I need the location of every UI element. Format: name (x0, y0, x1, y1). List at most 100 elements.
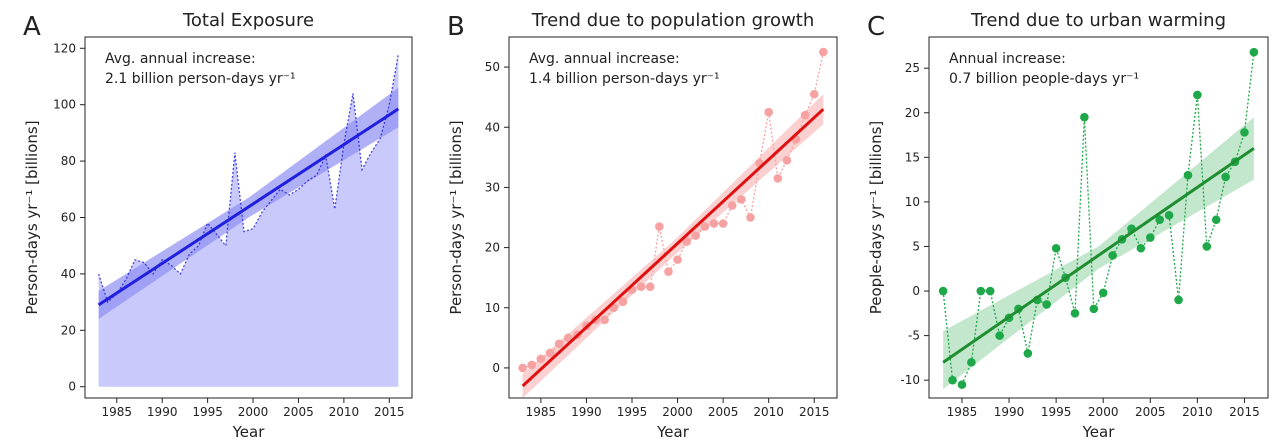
data-point (636, 282, 646, 291)
data-point (727, 201, 737, 210)
y-tick-label: 0 (912, 284, 920, 298)
x-tick-label: 2010 (329, 405, 360, 419)
y-tick-label: 50 (485, 60, 500, 74)
data-point (700, 222, 710, 231)
data-point (1174, 295, 1183, 305)
data-point (737, 195, 746, 204)
x-tick-label: 1995 (1041, 405, 1072, 419)
data-point (746, 213, 755, 222)
y-tick-label: 0 (492, 361, 500, 375)
y-tick-label: 60 (61, 211, 76, 225)
data-point (957, 380, 967, 389)
data-point (1051, 243, 1061, 253)
data-point (518, 363, 527, 373)
y-tick-label: 5 (912, 239, 920, 253)
data-point (1145, 233, 1155, 242)
data-point (1221, 172, 1230, 182)
series-line (522, 51, 824, 369)
x-tick-label: 1990 (571, 405, 602, 419)
annotation-line: 1.4 billion person-days yr⁻¹ (529, 71, 720, 87)
x-tick-label: 1985 (947, 405, 978, 419)
chart-panel-a: A Total Exposure 1985 1990 1995 2000 2005 2010 2… (23, 10, 413, 441)
data-point (1136, 243, 1146, 253)
y-tick-label: 40 (485, 120, 500, 134)
data-point (527, 360, 537, 370)
y-axis-label: Person-days yr⁻¹ [billions] (447, 120, 465, 314)
series-line (942, 52, 1255, 386)
data-point (1108, 251, 1117, 260)
y-tick-label: 10 (485, 301, 500, 315)
y-tick-label: 80 (61, 154, 76, 168)
x-tick-label: 2005 (283, 405, 314, 419)
x-tick-label: 2010 (1182, 405, 1213, 419)
data-point (1183, 170, 1193, 180)
chart-title: Trend due to population growth (531, 10, 815, 31)
annotation-line: Avg. annual increase: (105, 51, 256, 67)
y-tick-label: -5 (908, 329, 920, 343)
data-point (800, 110, 810, 120)
confidence-band (98, 87, 399, 320)
x-tick-label: 2010 (753, 405, 784, 419)
data-point (554, 339, 564, 349)
data-point (682, 237, 691, 246)
data-point (782, 156, 792, 165)
y-axis-label: People-days yr⁻¹ [billions] (867, 121, 885, 315)
panel-letter: C (867, 12, 885, 42)
data-point (709, 219, 719, 228)
data-point (1155, 215, 1165, 225)
panel-letter: B (447, 12, 465, 42)
data-point (536, 354, 546, 364)
data-point (718, 219, 728, 228)
data-point (1202, 242, 1212, 251)
confidence-band (943, 117, 1254, 390)
y-tick-label: 20 (61, 323, 76, 337)
y-tick-label: 120 (53, 41, 76, 55)
data-point (664, 267, 673, 276)
data-point (985, 286, 995, 296)
annotation-line: 0.7 billion people-days yr⁻¹ (949, 71, 1139, 87)
x-axis-label: Year (1082, 423, 1116, 441)
y-tick-label: 25 (905, 61, 920, 75)
data-point (1240, 128, 1249, 137)
y-tick-label: 20 (485, 241, 500, 255)
data-point (1098, 288, 1108, 298)
area-fill (98, 53, 399, 387)
x-tick-label: 2000 (238, 405, 269, 419)
chart-title: Trend due to urban warming (970, 10, 1226, 31)
x-tick-label: 2015 (374, 405, 405, 419)
panel-letter: A (23, 12, 41, 42)
y-tick-label: 100 (53, 98, 76, 112)
y-tick-label: 15 (905, 150, 920, 164)
data-point (1070, 309, 1080, 318)
data-point (1089, 304, 1099, 314)
data-point (545, 348, 555, 358)
x-tick-label: 2000 (662, 405, 693, 419)
series-line (98, 53, 400, 304)
data-point (1042, 300, 1052, 309)
y-tick-label: 20 (905, 106, 920, 120)
data-point (809, 89, 819, 99)
y-tick-label: 40 (61, 267, 76, 281)
x-axis-label: Year (656, 423, 690, 441)
x-tick-label: 1990 (147, 405, 178, 419)
data-point (976, 286, 986, 296)
annotation-line: Annual increase: (949, 51, 1066, 67)
data-point (655, 222, 664, 231)
data-point (600, 315, 609, 325)
x-axis-label: Year (232, 423, 266, 441)
x-tick-label: 2015 (799, 405, 830, 419)
plot-frame (508, 36, 838, 399)
x-tick-label: 1995 (617, 405, 648, 419)
data-point (563, 333, 573, 343)
data-point (691, 231, 701, 240)
data-point (819, 47, 828, 57)
x-tick-label: 2005 (1135, 405, 1166, 419)
x-tick-label: 1985 (102, 405, 133, 419)
annotation-line: Avg. annual increase: (529, 51, 680, 67)
trend-line (97, 107, 400, 307)
data-point (1023, 349, 1033, 358)
data-point (1080, 112, 1089, 122)
data-point (764, 107, 773, 117)
chart-title: Total Exposure (182, 10, 314, 31)
data-point (618, 297, 628, 307)
